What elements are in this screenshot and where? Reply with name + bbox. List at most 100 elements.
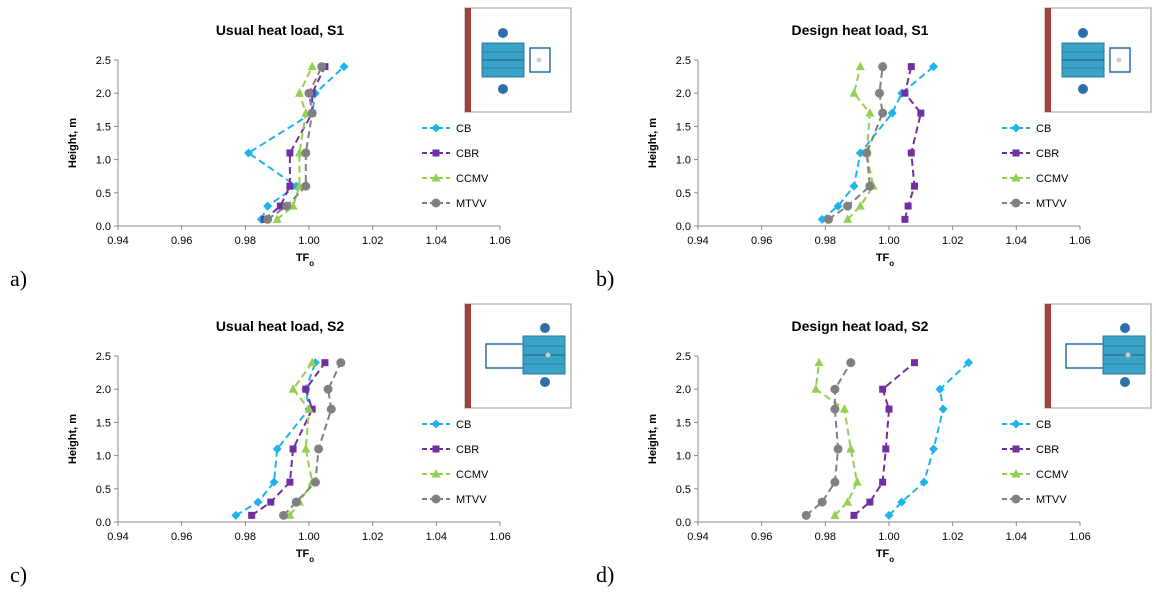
series-mtvv [801,358,856,520]
data-point [849,181,859,191]
chart-panel-a: Usual heat load, S1 0.0 0.5 1.0 1.5 2.0 2.5 0.9… [0,0,578,296]
series-line [235,362,317,517]
series-ccmv [843,61,878,223]
legend-marker [431,198,441,208]
data-point [282,201,292,211]
data-point [301,148,311,158]
data-point [248,511,256,519]
series-line [282,362,342,517]
chart-panel-b: Design heat load, S1 0.0 0.5 1.0 1.5 2.0 2.5 0.… [580,0,1156,296]
x-tick-label: 0.98 [815,531,836,543]
x-tick-label: 1.02 [362,531,383,543]
inset-sensor [1125,352,1131,358]
data-point [244,148,254,158]
legend-item-cbr: CBR [422,148,479,160]
x-tick-label: 1.00 [878,531,899,543]
y-tick-label: 1.5 [676,121,691,133]
data-point [323,384,333,394]
x-tick-label: 1.06 [489,235,510,247]
series-line [251,362,326,517]
panel-letter-c: c) [10,562,28,587]
data-point [339,62,349,72]
y-tick-label: 2.5 [676,351,691,363]
data-point [326,404,336,414]
data-point [897,497,907,507]
panel-letter-a: a) [10,266,28,291]
data-point [830,384,840,394]
panel-letter-d: d) [596,562,615,587]
legend-item-cbr: CBR [1002,148,1059,160]
legend-label: CBR [456,444,479,456]
series-cb [817,62,939,224]
y-tick-label: 1.5 [96,417,111,429]
chart-panel-c: Usual heat load, S2 0.0 0.5 1.0 1.5 2.0 2.5 0.9… [0,296,578,592]
y-tick-label: 1.0 [676,155,691,167]
inset-sensor [545,352,551,358]
data-point [843,201,853,211]
y-tick-label: 2.5 [96,55,111,67]
x-axis-label: TFo [876,252,894,268]
legend-item-cb: CB [1002,419,1051,431]
y-tick-label: 2.0 [96,88,111,100]
x-tick-label: 0.96 [751,235,772,247]
x-tick-label: 1.02 [362,235,383,247]
y-tick-label: 2.5 [676,55,691,67]
chart-title: Design heat load, S2 [792,318,929,334]
data-point [279,510,289,520]
legend-item-ccmv: CCMV [1002,173,1069,185]
data-point [267,498,275,506]
x-tick-label: 0.96 [171,235,192,247]
y-tick-label: 1.0 [96,155,111,167]
data-point [286,182,294,190]
data-point [855,148,865,158]
legend-label: CCMV [1036,173,1069,185]
y-tick-label: 0.0 [96,221,111,233]
legend-label: CCMV [456,469,489,481]
data-point [862,148,872,158]
x-tick-label: 0.96 [171,531,192,543]
data-point [852,477,862,486]
y-tick-label: 2.5 [96,351,111,363]
legend-label: CCMV [456,173,489,185]
x-tick-label: 1.06 [1069,235,1090,247]
y-axis-label: Height, m [647,414,659,464]
data-point [830,477,840,487]
inset-sensor [1116,57,1122,63]
x-tick-label: 0.98 [815,235,836,247]
data-point [917,109,925,117]
x-tick-label: 0.94 [107,531,128,543]
legend-marker [432,445,440,453]
y-tick-label: 2.0 [676,88,691,100]
data-point [304,404,314,413]
legend-marker [431,123,441,133]
data-point [907,149,915,157]
y-tick-label: 1.5 [676,417,691,429]
legend-marker [1011,123,1021,133]
y-tick-label: 1.5 [96,121,111,133]
x-tick-label: 0.98 [235,235,256,247]
room-layout-s1-icon [464,7,572,113]
chart-title: Usual heat load, S1 [216,22,345,38]
chart-panel-d: Design heat load, S2 0.0 0.5 1.0 1.5 2.0 2.5 0.… [580,296,1156,592]
data-point [878,62,888,72]
legend-label: MTVV [1036,494,1067,506]
data-point [901,215,909,223]
data-point [843,497,853,506]
data-point [830,510,840,519]
y-axis-label: Height, m [647,118,659,168]
data-point [885,405,893,413]
legend-label: MTVV [1036,198,1067,210]
data-point [833,444,843,454]
legend-marker [1012,445,1020,453]
legend-label: MTVV [456,198,487,210]
data-point [866,498,874,506]
data-point [855,201,865,210]
legend-item-mtvv: MTVV [1002,494,1067,506]
x-tick-label: 1.02 [942,531,963,543]
series-cbr [248,359,329,519]
x-tick-label: 1.04 [1006,531,1027,543]
data-point [910,359,918,367]
series-line [805,362,852,517]
legend-item-cb: CB [422,123,471,135]
room-layout-s1-icon [1044,7,1152,113]
